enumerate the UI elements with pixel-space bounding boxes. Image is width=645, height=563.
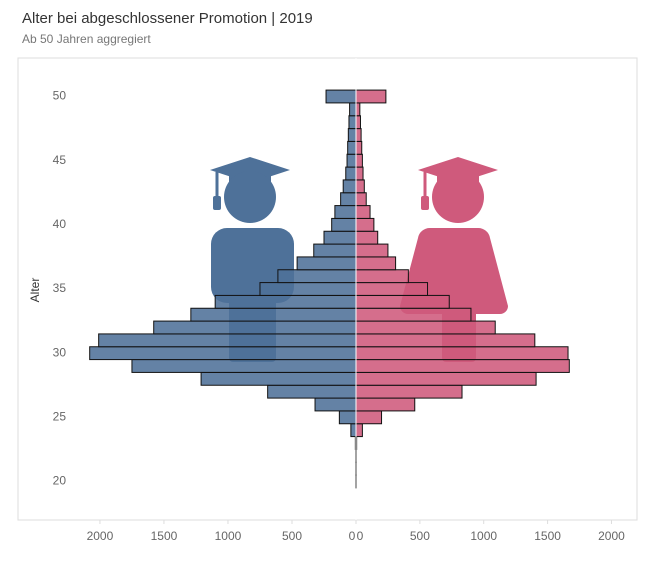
bar: [355, 269, 409, 284]
bar: [355, 140, 363, 155]
bar: [355, 410, 383, 425]
y-tick-label: 50: [53, 89, 67, 103]
bar: [267, 384, 357, 399]
bar: [200, 371, 357, 386]
x-tick-label: 500: [410, 529, 430, 543]
bar: [355, 243, 389, 258]
bar: [334, 205, 357, 219]
bar: [314, 397, 357, 412]
bar: [355, 359, 570, 373]
y-tick-label: 30: [53, 345, 67, 359]
bar: [347, 128, 357, 142]
x-tick-label: 2000: [87, 529, 114, 543]
bar: [190, 307, 357, 322]
y-tick-label: 40: [53, 217, 67, 231]
bar: [355, 282, 429, 296]
bar: [355, 333, 536, 348]
bar: [355, 192, 367, 207]
bar: [355, 89, 387, 104]
bar: [355, 346, 569, 361]
bar: [355, 307, 472, 322]
bar: [89, 346, 357, 361]
bar: [98, 333, 357, 348]
bar: [355, 256, 397, 271]
plot-frame: [17, 57, 638, 521]
x-tick-label: 1500: [151, 529, 178, 543]
x-tick-label: 1000: [215, 529, 242, 543]
bar: [347, 140, 357, 155]
bar: [355, 397, 416, 412]
bar: [259, 282, 357, 296]
bar: [313, 243, 357, 258]
bar: [325, 89, 357, 104]
bar: [355, 153, 363, 168]
bar: [323, 230, 357, 245]
x-tick-label: 500: [282, 529, 302, 543]
bar: [331, 217, 357, 232]
bar: [355, 102, 361, 117]
bar: [296, 256, 357, 271]
bar: [214, 294, 357, 309]
bar: [342, 179, 357, 194]
x-tick-label: 0: [349, 529, 356, 543]
bar: [355, 294, 450, 309]
bar: [338, 410, 357, 425]
bar: [355, 384, 463, 399]
bar: [355, 217, 375, 232]
bar: [345, 166, 357, 181]
bar: [355, 371, 537, 386]
bar: [348, 115, 357, 130]
y-tick-label: 45: [53, 153, 67, 167]
chart-title: Alter bei abgeschlossener Promotion | 20…: [22, 10, 313, 27]
bar: [277, 269, 357, 284]
y-tick-label: 20: [53, 474, 67, 488]
bar: [355, 423, 363, 438]
bar: [355, 320, 496, 335]
bar: [340, 192, 357, 207]
y-tick-label: 35: [53, 281, 67, 295]
x-tick-label: 2000: [598, 529, 625, 543]
bar: [355, 179, 365, 194]
bar: [350, 423, 357, 438]
bar: [355, 128, 362, 142]
bar: [355, 205, 371, 219]
x-tick-label: 1500: [534, 529, 561, 543]
bar: [131, 359, 357, 373]
x-tick-label: 0: [357, 529, 364, 543]
bar: [355, 230, 379, 245]
y-tick-label: 25: [53, 410, 67, 424]
bar: [349, 102, 357, 117]
chart-subtitle: Ab 50 Jahren aggregiert: [22, 32, 151, 46]
x-tick-label: 1000: [470, 529, 497, 543]
y-axis-label: Alter: [28, 278, 42, 303]
bar: [355, 166, 364, 181]
bar: [355, 115, 361, 130]
bar: [153, 320, 357, 335]
bar: [346, 153, 357, 168]
